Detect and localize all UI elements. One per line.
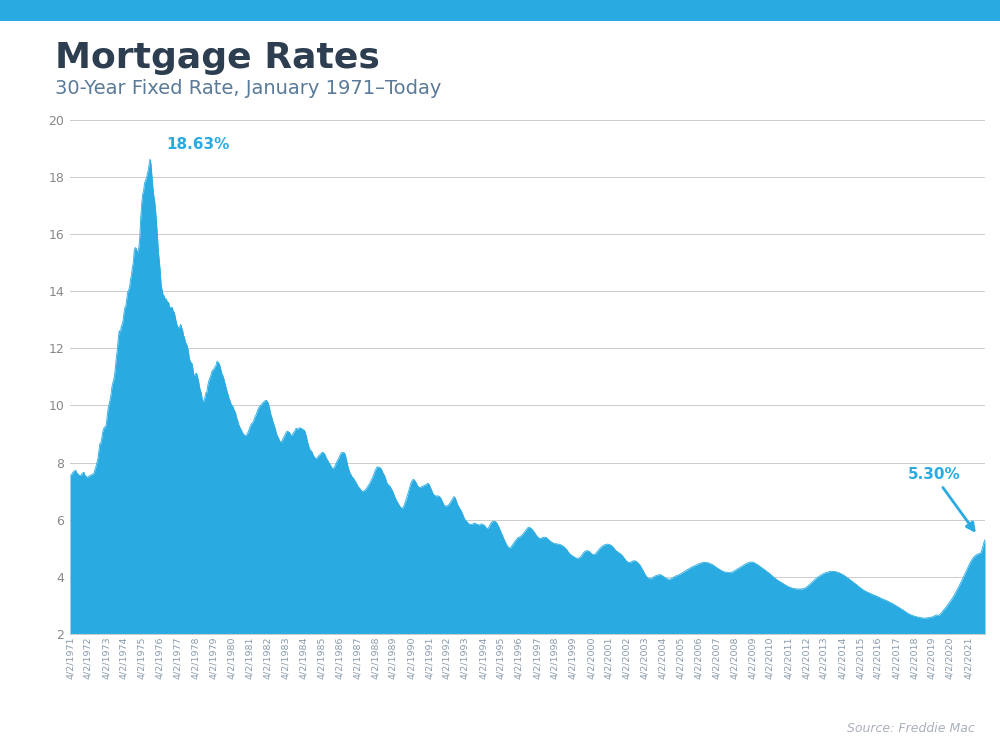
Text: 18.63%: 18.63% xyxy=(167,137,230,152)
Text: Mortgage Rates: Mortgage Rates xyxy=(55,41,380,75)
Text: Source: Freddie Mac: Source: Freddie Mac xyxy=(847,722,975,735)
Text: 30-Year Fixed Rate, January 1971–Today: 30-Year Fixed Rate, January 1971–Today xyxy=(55,79,441,98)
Text: 5.30%: 5.30% xyxy=(907,467,974,530)
